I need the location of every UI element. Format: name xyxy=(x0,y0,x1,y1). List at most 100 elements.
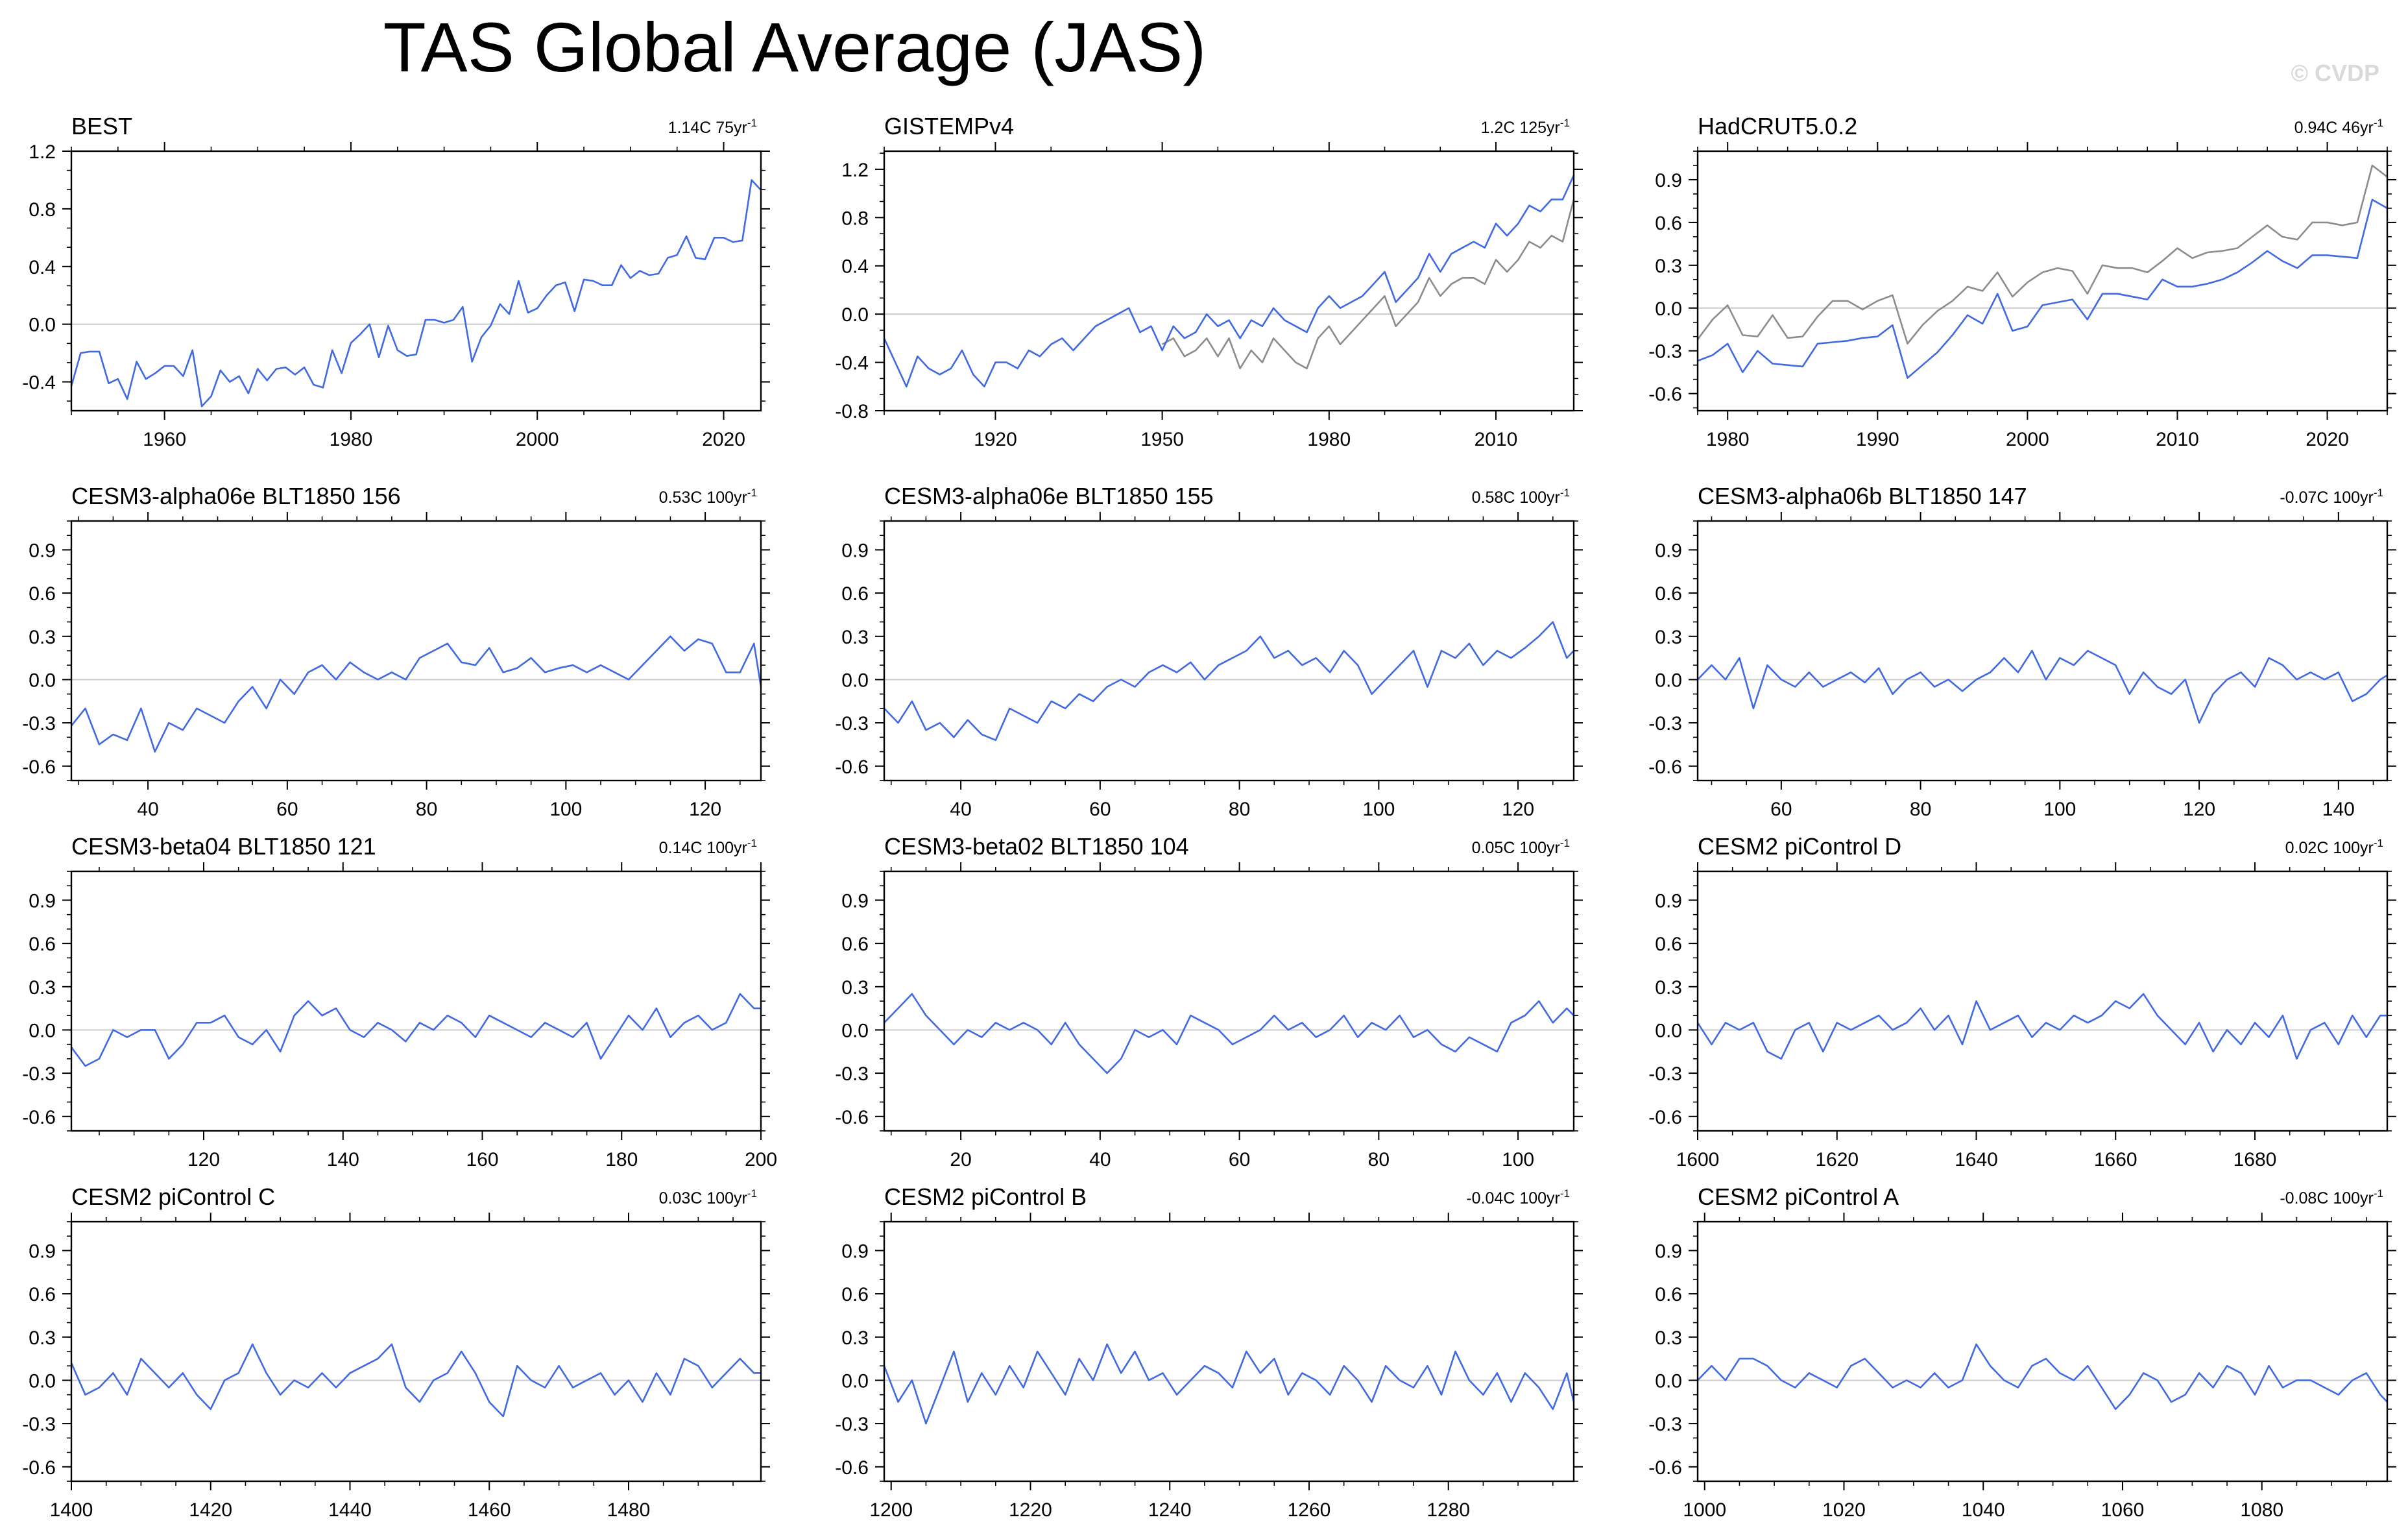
x-tick-label: 2010 xyxy=(2156,429,2199,450)
y-tick-label: 0.9 xyxy=(1655,1241,1682,1262)
series-line-primary xyxy=(1697,1343,2388,1411)
figure-title: TAS Global Average (JAS) xyxy=(383,8,1207,86)
series-line-primary xyxy=(883,1343,1575,1425)
y-tick-label: -0.3 xyxy=(1648,1063,1682,1085)
x-tick-label: 40 xyxy=(1089,1149,1111,1170)
x-tick-label: 2020 xyxy=(2306,429,2349,450)
plot-frame xyxy=(883,520,1575,782)
trend-unit-exponent: -1 xyxy=(2374,487,2383,499)
y-tick-label: 0.3 xyxy=(29,1327,56,1349)
series-line-primary xyxy=(1697,649,2388,724)
x-tick-label: 1420 xyxy=(189,1499,232,1521)
y-tick-label: 0.6 xyxy=(841,934,869,955)
x-tick-label: 180 xyxy=(605,1149,638,1170)
y-tick-label: 0.6 xyxy=(841,583,869,605)
trend-unit-exponent: -1 xyxy=(1560,117,1570,129)
trend-value: 0.53C 100yr xyxy=(659,489,747,507)
series-line-primary xyxy=(1697,199,2388,379)
y-tick-label: 0.9 xyxy=(841,890,869,912)
trend-unit-exponent: -1 xyxy=(747,117,757,129)
plot-frame xyxy=(883,870,1575,1132)
panel-2: -0.6 -0.3 0.0 0.3 0.6 0.9 1980 1990 2000 2010 2020… xyxy=(1648,113,2396,450)
y-tick-label: -0.3 xyxy=(835,1063,869,1085)
y-tick-label: 0.9 xyxy=(29,890,56,912)
plot-frame xyxy=(1696,1220,2389,1483)
y-tick-label: -0.3 xyxy=(1648,341,1682,363)
trend-annotation: 0.05C 100yr-1 xyxy=(1472,837,1570,857)
x-tick-label: 1480 xyxy=(607,1499,651,1521)
y-tick-label: 0.0 xyxy=(1655,670,1682,691)
x-tick-label: 160 xyxy=(466,1149,498,1170)
plot-frame xyxy=(883,1220,1575,1483)
x-tick-label: 100 xyxy=(2043,799,2076,820)
cvdp-watermark: © CVDP xyxy=(2291,60,2379,86)
x-tick-label: 100 xyxy=(1502,1149,1534,1170)
x-tick-label: 120 xyxy=(1502,799,1534,820)
x-tick-label: 2010 xyxy=(1475,429,1518,450)
x-tick-label: 1920 xyxy=(974,429,1017,450)
x-tick-label: 1200 xyxy=(869,1499,913,1521)
x-tick-label: 1950 xyxy=(1140,429,1184,450)
y-tick-label: 0.0 xyxy=(29,1020,56,1041)
y-tick-label: 0.0 xyxy=(1655,298,1682,320)
x-tick-label: 80 xyxy=(416,799,437,820)
plot-frame xyxy=(70,870,762,1132)
y-tick-label: 0.3 xyxy=(29,977,56,999)
x-tick-label: 1260 xyxy=(1288,1499,1331,1521)
x-tick-label: 140 xyxy=(2322,799,2355,820)
series-line-primary xyxy=(70,993,761,1067)
y-tick-label: -0.3 xyxy=(22,1063,56,1085)
trend-unit-exponent: -1 xyxy=(1560,1187,1570,1200)
x-tick-label: 80 xyxy=(1229,799,1250,820)
trend-unit-exponent: -1 xyxy=(747,487,757,499)
series-line-primary xyxy=(884,621,1574,742)
y-tick-label: 0.6 xyxy=(841,1284,869,1305)
x-tick-label: 1040 xyxy=(1962,1499,2005,1521)
trend-annotation: 0.03C 100yr-1 xyxy=(659,1187,757,1207)
x-tick-label: 80 xyxy=(1368,1149,1390,1170)
y-tick-label: 0.3 xyxy=(1655,256,1682,277)
y-tick-label: 0.9 xyxy=(1655,540,1682,561)
trend-unit-exponent: -1 xyxy=(747,1187,757,1200)
panel-title: CESM2 piControl C xyxy=(71,1183,275,1210)
x-tick-label: 1020 xyxy=(1822,1499,1866,1521)
x-tick-label: 120 xyxy=(689,799,721,820)
x-tick-label: 1080 xyxy=(2240,1499,2283,1521)
panel-0: -0.4 0.0 0.4 0.8 1.2 1960 1980 2000 2020 BEST 1.14… xyxy=(22,113,770,450)
y-tick-label: -0.6 xyxy=(1648,384,1682,406)
x-tick-label: 1980 xyxy=(1706,429,1750,450)
y-tick-label: 0.6 xyxy=(1655,583,1682,605)
series-line-secondary xyxy=(1696,164,2388,345)
x-tick-label: 1220 xyxy=(1009,1499,1052,1521)
x-tick-label: 100 xyxy=(1362,799,1395,820)
x-tick-label: 1280 xyxy=(1427,1499,1470,1521)
y-tick-label: -0.3 xyxy=(22,1414,56,1435)
trend-unit-exponent: -1 xyxy=(2374,1187,2383,1200)
y-tick-label: -0.8 xyxy=(835,401,869,422)
y-tick-label: -0.3 xyxy=(22,713,56,734)
y-tick-label: 0.0 xyxy=(29,1370,56,1392)
trend-value: 0.14C 100yr xyxy=(659,839,747,857)
trend-annotation: 0.58C 100yr-1 xyxy=(1472,487,1570,507)
x-tick-label: 60 xyxy=(276,799,298,820)
x-tick-label: 1060 xyxy=(2101,1499,2145,1521)
y-tick-label: -0.4 xyxy=(22,372,56,394)
x-tick-label: 1980 xyxy=(330,429,373,450)
panel-11: -0.6 -0.3 0.0 0.3 0.6 0.9 1000 1020 1040 1060 1080… xyxy=(1648,1183,2396,1521)
x-tick-label: 40 xyxy=(137,799,158,820)
panel-9: -0.6 -0.3 0.0 0.3 0.6 0.9 1400 1420 1440 1460 1480… xyxy=(22,1183,770,1521)
panel-title: CESM3-alpha06b BLT1850 147 xyxy=(1698,483,2027,509)
x-tick-label: 1440 xyxy=(328,1499,372,1521)
panel-3: -0.6 -0.3 0.0 0.3 0.6 0.9 40 60 80 100 120 CESM3-al… xyxy=(22,483,770,820)
trend-unit-exponent: -1 xyxy=(747,837,757,849)
trend-annotation: 1.2C 125yr-1 xyxy=(1481,117,1570,137)
y-tick-label: -0.3 xyxy=(1648,1414,1682,1435)
x-tick-label: 60 xyxy=(1089,799,1111,820)
panel-title: HadCRUT5.0.2 xyxy=(1698,113,1857,139)
x-tick-label: 1990 xyxy=(1856,429,1899,450)
y-tick-label: -0.6 xyxy=(835,1107,869,1128)
panel-8: -0.6 -0.3 0.0 0.3 0.6 0.9 1600 1620 1640 1660 1680… xyxy=(1648,833,2396,1170)
y-tick-label: 0.4 xyxy=(29,257,56,278)
y-tick-label: 0.9 xyxy=(1655,170,1682,191)
